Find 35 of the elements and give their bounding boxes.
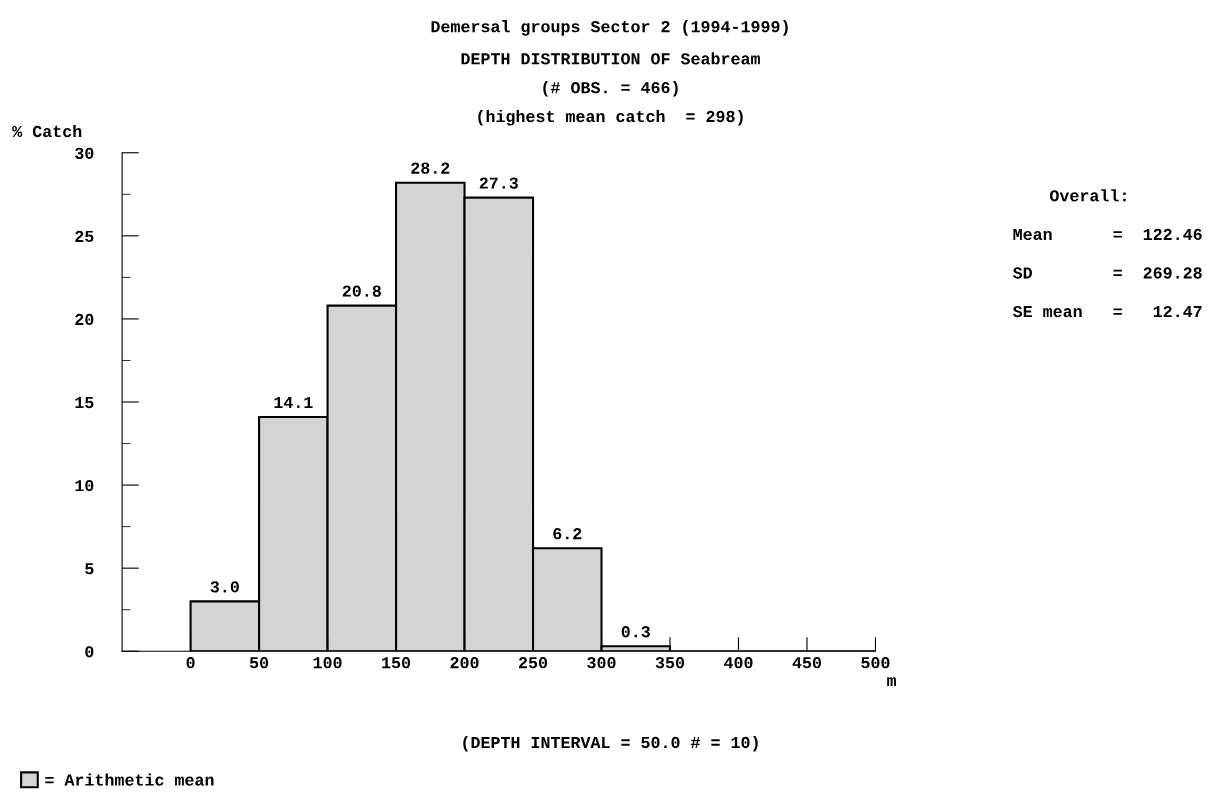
x-tick-label: 0 [186, 657, 195, 669]
y-axis-title: % Catch [12, 124, 82, 138]
x-tick-label: 200 [450, 657, 479, 669]
x-tick-label: 150 [382, 657, 411, 669]
text: SE mean = 12.47 [1012, 305, 1202, 318]
y-tick-label: 25 [75, 230, 94, 243]
x-tick-label: 400 [724, 657, 753, 669]
y-tick-label: 30 [75, 147, 94, 159]
y-tick-label: 20 [75, 313, 94, 326]
x-tick-label: 50 [249, 657, 269, 669]
x-tick-label: 450 [792, 657, 822, 669]
text: Overall: [1049, 189, 1126, 202]
data-label: 3.0 [210, 581, 239, 593]
data-label: 6.2 [553, 528, 582, 540]
y-tick-label: 0 [85, 646, 94, 658]
data-label: 14.1 [274, 396, 313, 408]
text: SD = 269.28 [1012, 267, 1202, 279]
x-axis-title: m [887, 677, 896, 687]
data-label: 0.3 [621, 626, 650, 638]
legend-label: = Arithmetic mean [45, 773, 214, 786]
x-tick-label: 250 [519, 657, 548, 669]
x-tick-label: 500 [861, 657, 890, 669]
data-label: 20.8 [342, 285, 381, 297]
text: Mean = 122.46 [1013, 228, 1202, 241]
data-label: 28.2 [411, 162, 450, 174]
chart-subtitle: DEPTH DISTRIBUTION OF Seabream (# OBS. = 466) (highest mean catch = 298) [461, 52, 760, 126]
text: (DEPTH INTERVAL = 50.0 # = 10) [463, 735, 758, 752]
y-tick-label: 15 [75, 397, 94, 409]
x-tick-label: 350 [655, 657, 685, 669]
y-tick-label: 5 [85, 563, 94, 575]
data-label: 27.3 [479, 177, 518, 189]
x-tick-label: 300 [587, 657, 616, 669]
x-tick-label: 100 [313, 657, 342, 669]
chart-title: Demersal groups Sector 2 (1994-1999) [431, 20, 788, 36]
y-tick-label: 10 [75, 479, 94, 492]
